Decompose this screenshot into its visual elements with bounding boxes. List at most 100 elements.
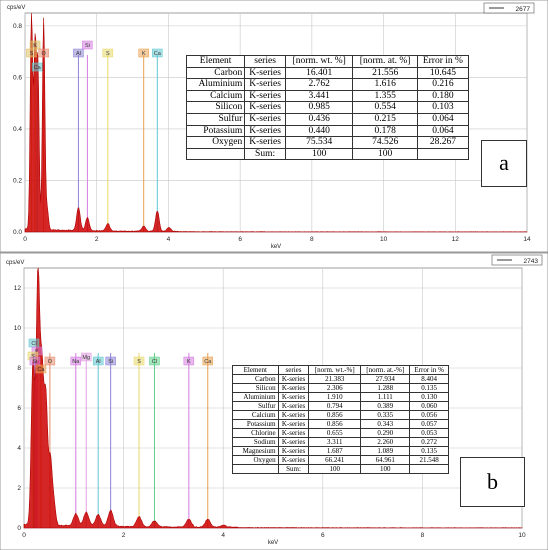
table-cell: 0.135: [409, 446, 449, 456]
table-cell: 21.556: [352, 66, 418, 80]
element-marker-badge: [26, 48, 37, 58]
x-tick-label: 2: [122, 532, 126, 539]
table-cell: 100: [352, 147, 418, 161]
table-cell: 0.103: [416, 101, 470, 114]
table-cell: 0.135: [409, 383, 449, 393]
y-tick-label: 0.2: [13, 177, 22, 184]
header-error: Error in %: [416, 55, 470, 68]
element-marker-label: K: [187, 359, 191, 365]
element-marker-badge: [202, 356, 214, 366]
element-marker-label: K: [142, 51, 146, 57]
table-cell: Carbon: [185, 66, 246, 80]
header-error: Error in %: [409, 365, 449, 375]
composition-table-b: Element series [norm. wt.-%] [norm. at.-…: [232, 365, 449, 474]
table-cell: 16.401: [284, 66, 354, 80]
element-marker-label: Si: [108, 359, 113, 365]
table-row: Calcium K-series 3.441 1.355 0.180: [185, 89, 470, 103]
table-cell: 100: [308, 464, 362, 474]
table-cell: 0.064: [416, 112, 470, 126]
header-wt: [norm. wt. %]: [284, 55, 354, 68]
header-wt: [norm. wt.-%]: [308, 365, 362, 375]
table-row: Silicon K-series 0.985 0.554 0.103: [185, 101, 470, 114]
element-marker-badge: [70, 356, 82, 366]
legend-box: [491, 254, 543, 266]
table-cell: 1.687: [308, 446, 362, 456]
table-cell: 0.180: [416, 89, 470, 103]
x-tick-label: 8: [310, 236, 314, 243]
table-cell: 1.355: [352, 89, 418, 103]
element-marker-label: Al: [76, 51, 81, 57]
table-row: Calcium K-series 0.856 0.335 0.056: [232, 410, 449, 420]
table-cell: K-series: [277, 374, 310, 384]
table-cell: Oxygen: [185, 136, 246, 149]
table-header-row: Element series [norm. wt.-%] [norm. at.-…: [232, 365, 449, 375]
table-row: Sulfur K-series 0.794 0.389 0.060: [232, 401, 449, 411]
element-marker-label: Si: [85, 43, 90, 49]
element-marker-label: K: [33, 43, 37, 49]
table-cell: 0.856: [308, 419, 362, 429]
table-cell: K-series: [277, 455, 310, 465]
header-at: [norm. at. %]: [352, 55, 418, 68]
table-row: Aluminium K-series 2.762 1.616 0.216: [185, 78, 470, 91]
table-cell: K-series: [244, 136, 286, 149]
x-tick-label: 6: [238, 236, 242, 243]
y-tick-label: 0.0: [13, 229, 22, 236]
x-tick-label: 12: [452, 236, 460, 243]
table-cell: 0.389: [360, 401, 411, 411]
table-cell: Sulfur: [185, 112, 246, 126]
legend-entry: 2743: [524, 258, 539, 265]
header-series: series: [244, 55, 286, 68]
table-cell: Calcium: [185, 89, 246, 103]
table-cell: 1.910: [308, 392, 362, 402]
table-body-b: Carbon K-series 21.383 27.934 8.404 Silicon K-…: [232, 374, 449, 474]
element-marker-badge: [92, 356, 104, 366]
element-marker-label: Na: [72, 359, 80, 365]
table-cell: Carbon: [232, 374, 279, 384]
element-marker-badge: [105, 356, 116, 366]
x-tick-label: 4: [167, 236, 171, 243]
table-cell: Aluminium: [232, 392, 279, 402]
element-marker-badge: [73, 48, 84, 58]
table-cell: Sulfur: [232, 401, 279, 411]
table-sum-row: Sum: 100 100: [185, 147, 470, 161]
header-element: Element: [185, 55, 246, 68]
y-tick-label: 10: [14, 325, 22, 332]
table-cell: 0.178: [352, 124, 418, 138]
x-tick-label: 6: [321, 532, 325, 539]
table-row: Silicon K-series 2.306 1.288 0.135: [232, 383, 449, 393]
table-cell: 0.064: [416, 124, 470, 138]
legend-entry: 2677: [516, 6, 531, 13]
table-row: Sulfur K-series 0.436 0.215 0.064: [185, 112, 470, 126]
table-cell: 0.216: [416, 78, 470, 91]
table-header-row: Element series [norm. wt. %] [norm. at. …: [185, 55, 470, 68]
element-marker-badge: [133, 356, 145, 366]
table-cell: Potassium: [232, 419, 279, 429]
table-cell: 1.089: [360, 446, 411, 456]
element-marker-label: S: [137, 359, 141, 365]
table-cell: 3.311: [308, 437, 362, 447]
x-tick-label: 2: [95, 236, 99, 243]
table-cell: K-series: [277, 410, 310, 420]
table-cell: K-series: [244, 101, 286, 114]
panel-label-a: a: [481, 140, 527, 187]
table-cell: [232, 464, 279, 474]
x-tick-label: 0: [22, 532, 26, 539]
element-marker-label: S: [106, 51, 110, 57]
element-marker-label: Ca: [34, 65, 42, 71]
table-cell: K-series: [244, 66, 286, 80]
table-cell: [409, 464, 449, 474]
table-cell: 0.215: [352, 112, 418, 126]
y-tick-label: 0.8: [13, 23, 22, 30]
table-cell: 0.290: [360, 428, 411, 438]
table-cell: 2.260: [360, 437, 411, 447]
x-tick-label: 8: [421, 532, 425, 539]
table-cell: K-series: [277, 437, 310, 447]
table-cell: K-series: [244, 89, 286, 103]
panel-label-b: b: [460, 457, 525, 507]
table-cell: 0.440: [284, 124, 354, 138]
table-cell: 64.961: [360, 455, 411, 465]
table-cell: 75.534: [284, 136, 354, 149]
header-series: series: [277, 365, 310, 375]
x-axis-label: keV: [268, 540, 278, 546]
element-marker-badge: [81, 352, 92, 362]
